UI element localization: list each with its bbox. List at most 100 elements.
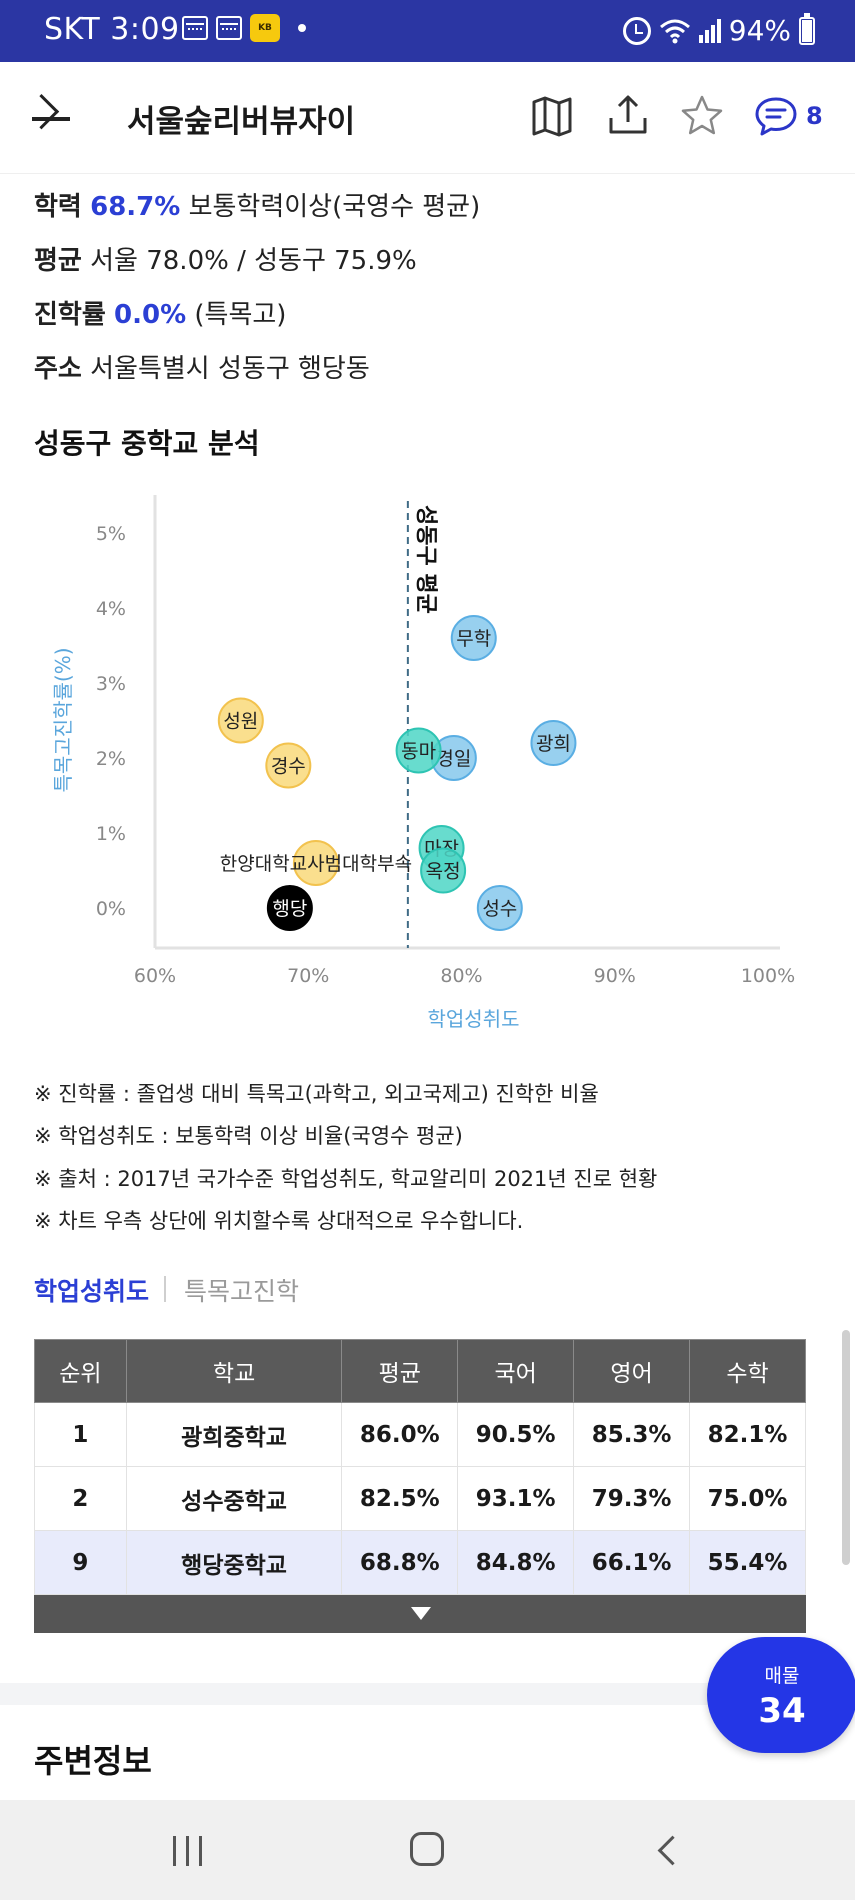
- col-header-rank: 순위: [34, 1339, 127, 1403]
- col-header-korean: 국어: [457, 1339, 575, 1403]
- info-label: 평균: [34, 246, 82, 276]
- calendar-icon-2: [216, 16, 242, 40]
- cell-rank: 9: [34, 1530, 127, 1595]
- data-point: [292, 840, 339, 886]
- info-suffix: 보통학력이상(국영수 평균): [188, 192, 481, 222]
- cell-rank: 2: [34, 1466, 127, 1531]
- info-average: 평균 서울 78.0% / 성동구 75.9%: [34, 240, 417, 277]
- cell-school: 행당중학교: [125, 1530, 343, 1595]
- info-value: 서울특별시 성동구 행당동: [90, 354, 370, 384]
- data-point-label: 광희: [536, 733, 571, 755]
- cell-math: 75.0%: [689, 1466, 806, 1531]
- favorite-star-icon[interactable]: [678, 92, 726, 140]
- y-tick-label: 4%: [96, 598, 126, 620]
- calendar-icon: [182, 16, 208, 40]
- home-icon[interactable]: [410, 1832, 444, 1866]
- table-row-highlighted[interactable]: 9 행당중학교 68.8% 84.8% 66.1% 55.4%: [34, 1530, 806, 1595]
- cell-average: 86.0%: [341, 1402, 459, 1467]
- data-point-label: 경일: [436, 748, 471, 770]
- cell-korean: 93.1%: [457, 1466, 575, 1531]
- y-tick-label: 0%: [96, 898, 126, 920]
- cell-average: 82.5%: [341, 1466, 459, 1531]
- fab-label: 매물: [764, 1665, 800, 1687]
- recent-apps-icon[interactable]: [173, 1836, 205, 1866]
- status-time: SKT 3:09: [44, 12, 180, 47]
- data-point-label: 무학: [456, 628, 491, 650]
- tab-special-school[interactable]: 특목고진학: [184, 1277, 300, 1306]
- status-bar: SKT 3:09 KB 94%: [0, 0, 855, 62]
- info-label: 주소: [34, 354, 82, 384]
- scrollbar-thumb[interactable]: [842, 1330, 850, 1565]
- data-point: [395, 727, 442, 774]
- cell-english: 85.3%: [573, 1402, 691, 1467]
- wifi-icon: [659, 19, 690, 43]
- info-academic: 학력 68.7% 보통학력이상(국영수 평균): [34, 186, 480, 223]
- y-axis-label: 특목고진학률(%): [51, 647, 75, 792]
- expand-table-button[interactable]: [34, 1595, 806, 1633]
- battery-percent: 94%: [728, 14, 791, 47]
- y-tick-label: 2%: [96, 748, 126, 770]
- data-point: [450, 615, 497, 661]
- x-tick-label: 80%: [440, 965, 482, 987]
- scatter-chart: 0% 1% 2% 3% 4% 5% 60% 70% 80% 90% 100% 학업성취도 특목고진학률(…: [51, 495, 795, 1031]
- info-value-highlight: 0.0%: [114, 300, 187, 330]
- data-point: [217, 697, 264, 744]
- section-divider: [0, 1683, 855, 1705]
- x-tick-label: 60%: [134, 965, 176, 987]
- note-2: ※ 학업성취도 : 보통학력 이상 비율(국영수 평균): [34, 1124, 463, 1148]
- info-value: 서울 78.0% / 성동구 75.9%: [90, 246, 417, 276]
- notification-icons: KB: [182, 14, 306, 42]
- cell-school: 광희중학교: [125, 1402, 343, 1467]
- info-address: 주소 서울특별시 성동구 행당동: [34, 348, 370, 385]
- info-label: 학력: [34, 192, 82, 222]
- info-value-highlight: 68.7%: [90, 192, 181, 222]
- map-icon[interactable]: [528, 92, 576, 140]
- alarm-icon: [622, 16, 651, 45]
- note-1: ※ 진학률 : 졸업생 대비 특목고(과학고, 외고국제고) 진학한 비율: [34, 1082, 599, 1106]
- chat-icon[interactable]: [752, 92, 800, 140]
- listings-fab-button[interactable]: 매물 34: [707, 1637, 855, 1753]
- cell-average: 68.8%: [341, 1530, 459, 1595]
- x-tick-label: 90%: [594, 965, 636, 987]
- fab-count: 34: [758, 1691, 806, 1731]
- data-point-label: 동마: [401, 741, 436, 763]
- page-title: 서울숲리버뷰자이: [127, 104, 356, 140]
- data-point: [266, 885, 313, 931]
- cell-korean: 90.5%: [457, 1402, 575, 1467]
- back-arrow-icon[interactable]: [30, 100, 74, 136]
- cell-english: 66.1%: [573, 1530, 691, 1595]
- data-point-label: 성수: [482, 898, 517, 920]
- table-header-row: 순위 학교 평균 국어 영어 수학: [34, 1339, 806, 1403]
- data-point-label: 성원: [223, 711, 258, 733]
- system-nav-bar: [0, 1800, 855, 1900]
- more-notifications-dot: [298, 24, 306, 32]
- note-3: ※ 출처 : 2017년 국가수준 학업성취도, 학교알리미 2021년 진로 …: [34, 1167, 658, 1191]
- data-point: [420, 847, 467, 894]
- system-icons: 94%: [622, 12, 815, 47]
- info-suffix: (특목고): [194, 300, 287, 330]
- cell-math: 82.1%: [689, 1402, 806, 1467]
- share-icon[interactable]: [604, 92, 652, 140]
- y-tick-label: 5%: [96, 523, 126, 545]
- table-row[interactable]: 1 광희중학교 86.0% 90.5% 85.3% 82.1%: [34, 1402, 806, 1467]
- table-row[interactable]: 2 성수중학교 82.5% 93.1% 79.3% 75.0%: [34, 1466, 806, 1531]
- data-point: [476, 885, 523, 931]
- cell-korean: 84.8%: [457, 1530, 575, 1595]
- x-tick-label: 70%: [287, 965, 329, 987]
- cell-math: 55.4%: [689, 1530, 806, 1595]
- tab-academic[interactable]: 학업성취도: [34, 1277, 150, 1306]
- col-header-english: 영어: [573, 1339, 691, 1403]
- ranking-table: 순위 학교 평균 국어 영어 수학 1 광희중학교 86.0% 90.5% 85…: [34, 1339, 806, 1595]
- data-point-label: 행당: [272, 898, 307, 920]
- section-title: 성동구 중학교 분석: [34, 427, 260, 460]
- x-tick-label: 100%: [741, 965, 795, 987]
- data-point-label: 경수: [271, 756, 306, 778]
- info-advancement: 진학률 0.0% (특목고): [34, 294, 286, 331]
- battery-icon: [799, 12, 815, 45]
- y-tick-label: 1%: [96, 823, 126, 845]
- chat-count-badge: 8: [806, 102, 823, 130]
- cell-english: 79.3%: [573, 1466, 691, 1531]
- y-tick-label: 3%: [96, 673, 126, 695]
- nav-back-icon[interactable]: [654, 1836, 684, 1866]
- tab-divider: [164, 1276, 166, 1302]
